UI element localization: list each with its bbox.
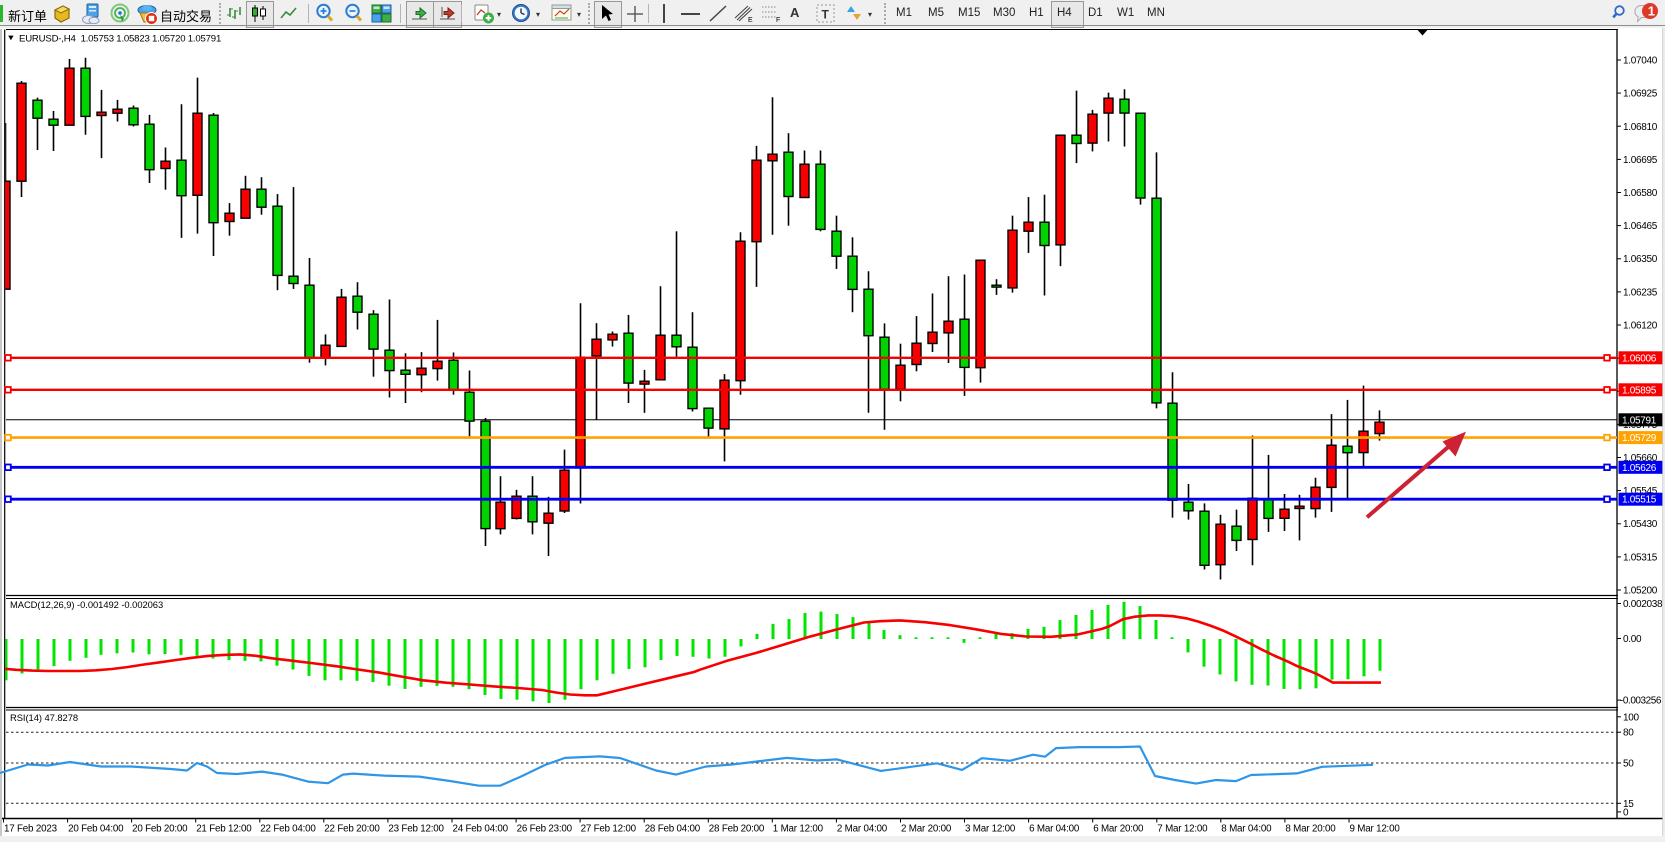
svg-text:80: 80	[1623, 728, 1634, 739]
svg-text:20 Feb 04:00: 20 Feb 04:00	[68, 824, 124, 835]
svg-text:EURUSD-,H4 1.05753 1.05823 1.: EURUSD-,H4 1.05753 1.05823 1.05720 1.057…	[19, 34, 221, 45]
svg-text:26 Feb 23:00: 26 Feb 23:00	[517, 824, 573, 835]
svg-text:1: 1	[1648, 4, 1655, 19]
svg-text:1.05660: 1.05660	[1623, 453, 1658, 464]
svg-text:6 Mar 20:00: 6 Mar 20:00	[1093, 824, 1144, 835]
svg-text:1.06006: 1.06006	[1622, 353, 1657, 364]
svg-text:1.05729: 1.05729	[1622, 433, 1657, 444]
svg-text:50: 50	[1623, 759, 1634, 770]
svg-text:RSI(14) 47.8278: RSI(14) 47.8278	[10, 712, 78, 723]
svg-text:8 Mar 04:00: 8 Mar 04:00	[1221, 824, 1272, 835]
svg-text:24 Feb 04:00: 24 Feb 04:00	[453, 824, 509, 835]
svg-text:1.06120: 1.06120	[1623, 321, 1658, 332]
svg-text:8 Mar 20:00: 8 Mar 20:00	[1285, 824, 1336, 835]
svg-text:0.002038: 0.002038	[1623, 599, 1663, 610]
svg-text:1.05791: 1.05791	[1622, 415, 1657, 426]
svg-text:21 Feb 12:00: 21 Feb 12:00	[196, 824, 252, 835]
svg-text:28 Feb 04:00: 28 Feb 04:00	[645, 824, 701, 835]
svg-text:15: 15	[1623, 799, 1634, 810]
svg-text:22 Feb 04:00: 22 Feb 04:00	[260, 824, 316, 835]
svg-text:0: 0	[1623, 807, 1629, 818]
svg-text:1.05430: 1.05430	[1623, 519, 1658, 530]
svg-text:2 Mar 04:00: 2 Mar 04:00	[837, 824, 888, 835]
svg-text:-0.003256: -0.003256	[1620, 696, 1662, 707]
svg-text:9 Mar 12:00: 9 Mar 12:00	[1350, 824, 1401, 835]
svg-text:6 Mar 04:00: 6 Mar 04:00	[1029, 824, 1080, 835]
svg-text:27 Feb 12:00: 27 Feb 12:00	[581, 824, 637, 835]
svg-text:T: T	[822, 8, 830, 22]
svg-text:1.06810: 1.06810	[1623, 122, 1658, 133]
svg-text:1.06580: 1.06580	[1623, 188, 1658, 199]
svg-text:7 Mar 12:00: 7 Mar 12:00	[1157, 824, 1208, 835]
svg-text:1 Mar 12:00: 1 Mar 12:00	[773, 824, 824, 835]
svg-text:1.06925: 1.06925	[1623, 89, 1658, 100]
svg-text:1.05315: 1.05315	[1623, 552, 1658, 563]
svg-text:E: E	[748, 17, 753, 23]
svg-text:100: 100	[1623, 712, 1640, 723]
svg-text:1.05200: 1.05200	[1623, 586, 1658, 597]
svg-text:1.06695: 1.06695	[1623, 155, 1658, 166]
svg-text:1.07040: 1.07040	[1623, 56, 1658, 67]
svg-text:MACD(12,26,9) -0.001492 -0.002: MACD(12,26,9) -0.001492 -0.002063	[10, 599, 163, 610]
svg-text:0.00: 0.00	[1623, 634, 1642, 645]
svg-text:1.05626: 1.05626	[1622, 463, 1657, 474]
svg-text:1.05545: 1.05545	[1623, 486, 1658, 497]
svg-text:1.05515: 1.05515	[1622, 495, 1657, 506]
svg-text:20 Feb 20:00: 20 Feb 20:00	[132, 824, 188, 835]
svg-text:3 Mar 12:00: 3 Mar 12:00	[965, 824, 1016, 835]
svg-text:F: F	[776, 17, 780, 23]
svg-text:2 Mar 20:00: 2 Mar 20:00	[901, 824, 952, 835]
svg-text:28 Feb 20:00: 28 Feb 20:00	[709, 824, 765, 835]
svg-text:23 Feb 12:00: 23 Feb 12:00	[388, 824, 444, 835]
svg-text:22 Feb 20:00: 22 Feb 20:00	[324, 824, 380, 835]
svg-text:1.06235: 1.06235	[1623, 287, 1658, 298]
svg-text:1.06465: 1.06465	[1623, 221, 1658, 232]
svg-text:1.05895: 1.05895	[1622, 385, 1657, 396]
svg-text:17 Feb 2023: 17 Feb 2023	[4, 824, 58, 835]
svg-text:1.06350: 1.06350	[1623, 254, 1658, 265]
